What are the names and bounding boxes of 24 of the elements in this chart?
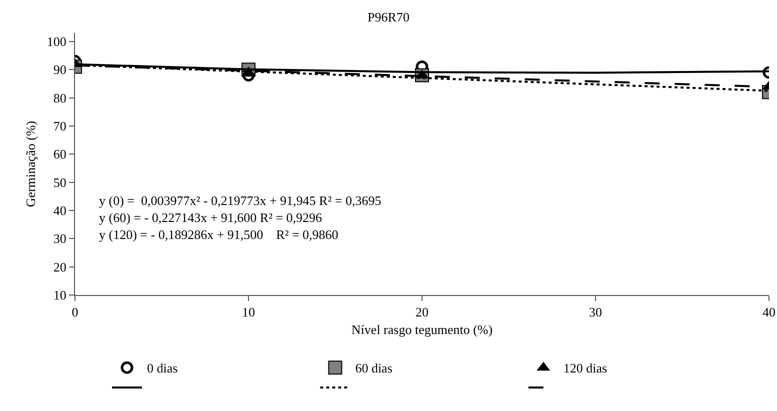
annotation: y (60) = - 0,227143x + 91,600 R² = 0,9296 [99,210,323,225]
y-tick-label: 10 [53,288,66,303]
y-tick-label: 70 [53,118,66,134]
legend-label: 0 dias [147,360,178,376]
y-tick-label: 40 [53,203,66,218]
y-tick-label: 90 [53,62,66,78]
y-tick-label: 50 [53,174,66,190]
x-axis-title: Nível rasgo tegumento (%) [351,322,493,338]
x-tick-label: 10 [242,304,255,320]
x-tick-label: 0 [72,304,78,320]
y-tick-label: 20 [53,259,66,274]
annotation: y (120) = - 0,189286x + 91,500 R² = 0,9860 [99,227,338,242]
x-tick-label: 20 [416,304,428,320]
y-axis-title: Germinação (%) [22,120,38,208]
legend-label: 60 dias [355,360,392,376]
x-tick-label: 30 [589,304,602,320]
legend-label: 120 dias [563,360,608,376]
chart-title: P96R70 [368,9,410,24]
y-tick-label: 100 [46,34,66,49]
x-tick-label: 40 [762,304,776,320]
y-tick-label: 80 [53,90,66,106]
annotation: y (0) = 0,003977x² - 0,219773x + 91,945 R² = 0,3695 [99,193,382,208]
y-tick-label: 30 [53,231,66,246]
y-tick-label: 60 [53,146,66,162]
